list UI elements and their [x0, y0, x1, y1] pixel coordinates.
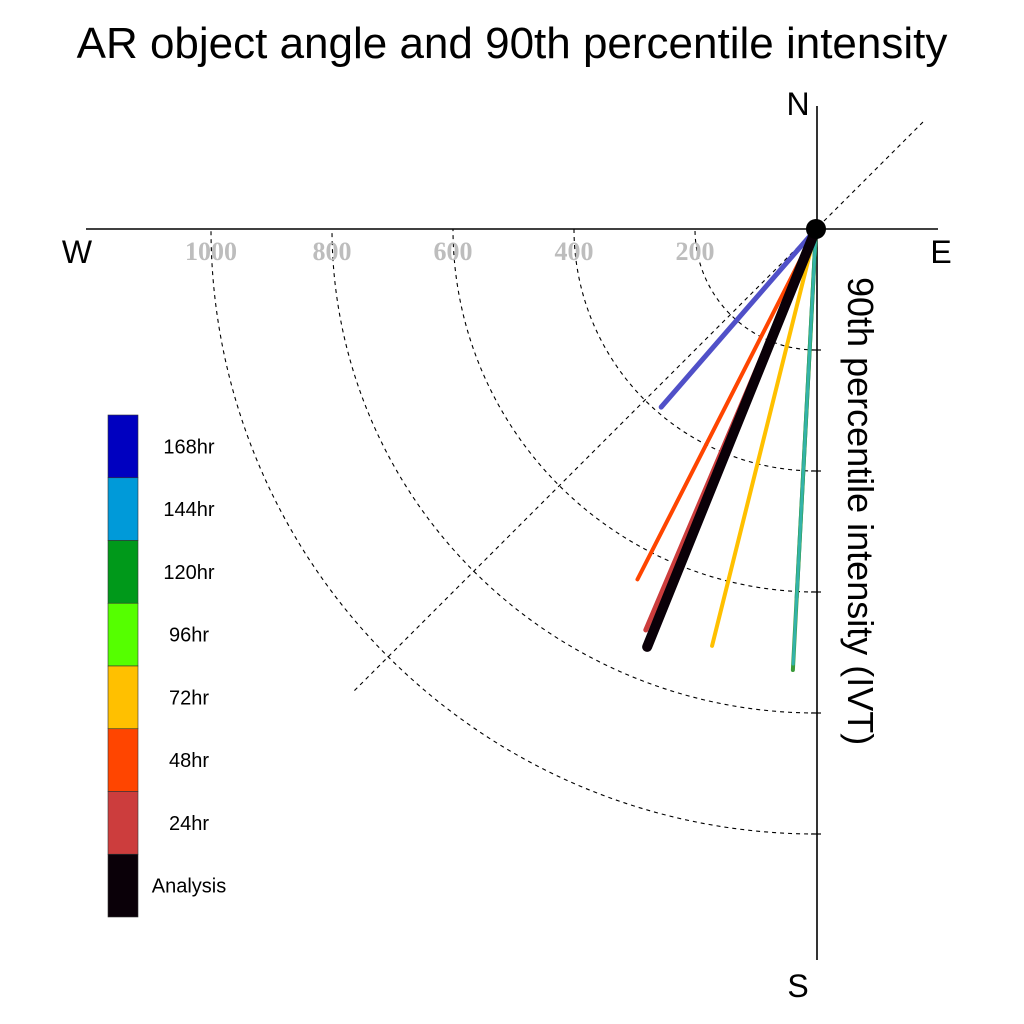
radial-axis-label: 90th percentile intensity (IVT)	[840, 277, 881, 745]
legend-swatch-120hr	[107, 540, 139, 604]
east-label: E	[930, 234, 951, 270]
legend-label-120hr: 120hr	[163, 562, 214, 584]
south-label: S	[787, 968, 808, 1004]
legend-label-72hr: 72hr	[169, 687, 209, 709]
legend-swatch-analysis	[107, 853, 139, 918]
origin-marker	[806, 219, 826, 239]
vector-72hr	[710, 227, 818, 648]
legend-swatch-72hr	[107, 665, 139, 730]
range-ring-1000	[210, 228, 817, 835]
radial-tick-labels: 200 400 600 800 1000	[185, 237, 715, 266]
vector-96hr	[791, 227, 818, 666]
legend-label-48hr: 48hr	[169, 750, 209, 772]
range-ring-grid	[210, 121, 924, 835]
tick-label-800: 800	[313, 237, 352, 266]
legend: 168hr 144hr 120hr 96hr 72hr 48hr 24hr Analysis	[107, 414, 226, 918]
vector-168hr	[658, 226, 819, 410]
vector-analysis	[642, 224, 821, 652]
north-label: N	[786, 86, 809, 122]
tick-label-600: 600	[434, 237, 473, 266]
tick-label-200: 200	[676, 237, 715, 266]
legend-swatch-24hr	[107, 791, 139, 855]
legend-swatch-144hr	[107, 477, 139, 541]
tick-label-400: 400	[555, 237, 594, 266]
legend-label-analysis: Analysis	[152, 876, 226, 898]
diagonal-reference-line	[353, 121, 924, 692]
legend-swatch-48hr	[107, 728, 139, 792]
range-ring-800	[331, 228, 817, 714]
chart-title: AR object angle and 90th percentile inte…	[77, 19, 948, 68]
legend-label-24hr: 24hr	[169, 813, 209, 835]
legend-label-144hr: 144hr	[163, 499, 214, 521]
vector-48hr	[635, 227, 818, 582]
tick-label-1000: 1000	[185, 237, 237, 266]
legend-swatch-96hr	[107, 602, 139, 667]
legend-label-168hr: 168hr	[163, 436, 214, 458]
legend-label-96hr: 96hr	[169, 625, 209, 647]
range-ring-200	[694, 228, 817, 351]
series-vectors	[635, 224, 821, 673]
legend-swatch-168hr	[107, 414, 139, 479]
west-label: W	[62, 234, 93, 270]
